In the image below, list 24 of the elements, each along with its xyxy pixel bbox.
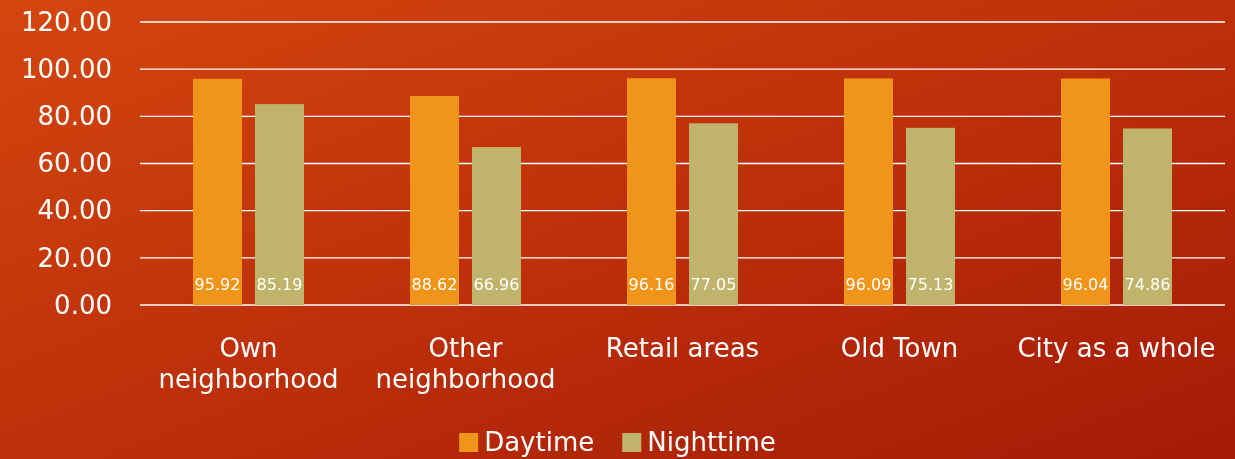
legend-label: Nighttime — [647, 427, 776, 457]
y-tick-label: 120.00 — [21, 6, 112, 37]
data-label: 96.09 — [845, 275, 892, 294]
y-tick-label: 20.00 — [37, 242, 112, 273]
x-tick-label: Own neighborhood — [158, 333, 339, 394]
x-tick-label: Retail areas — [605, 333, 760, 363]
y-tick-label: 60.00 — [37, 148, 112, 179]
data-label: 77.05 — [690, 275, 737, 294]
y-tick-label: 100.00 — [21, 53, 112, 84]
data-label: 74.86 — [1124, 275, 1171, 294]
data-label: 85.19 — [256, 275, 303, 294]
data-label: 95.92 — [194, 275, 241, 294]
y-tick-label: 0.00 — [54, 289, 112, 320]
x-tick-label: City as a whole — [1017, 333, 1216, 363]
x-tick-label: Other neighborhood — [375, 333, 556, 394]
y-tick-label: 80.00 — [37, 101, 112, 132]
legend-label: Daytime — [484, 427, 595, 457]
data-label: 96.04 — [1062, 275, 1109, 294]
data-label: 88.62 — [411, 275, 458, 294]
y-tick-label: 40.00 — [37, 195, 112, 226]
data-label: 75.13 — [907, 275, 954, 294]
data-label: 96.16 — [628, 275, 675, 294]
data-label: 66.96 — [473, 275, 520, 294]
x-tick-label: Old Town — [840, 333, 959, 363]
